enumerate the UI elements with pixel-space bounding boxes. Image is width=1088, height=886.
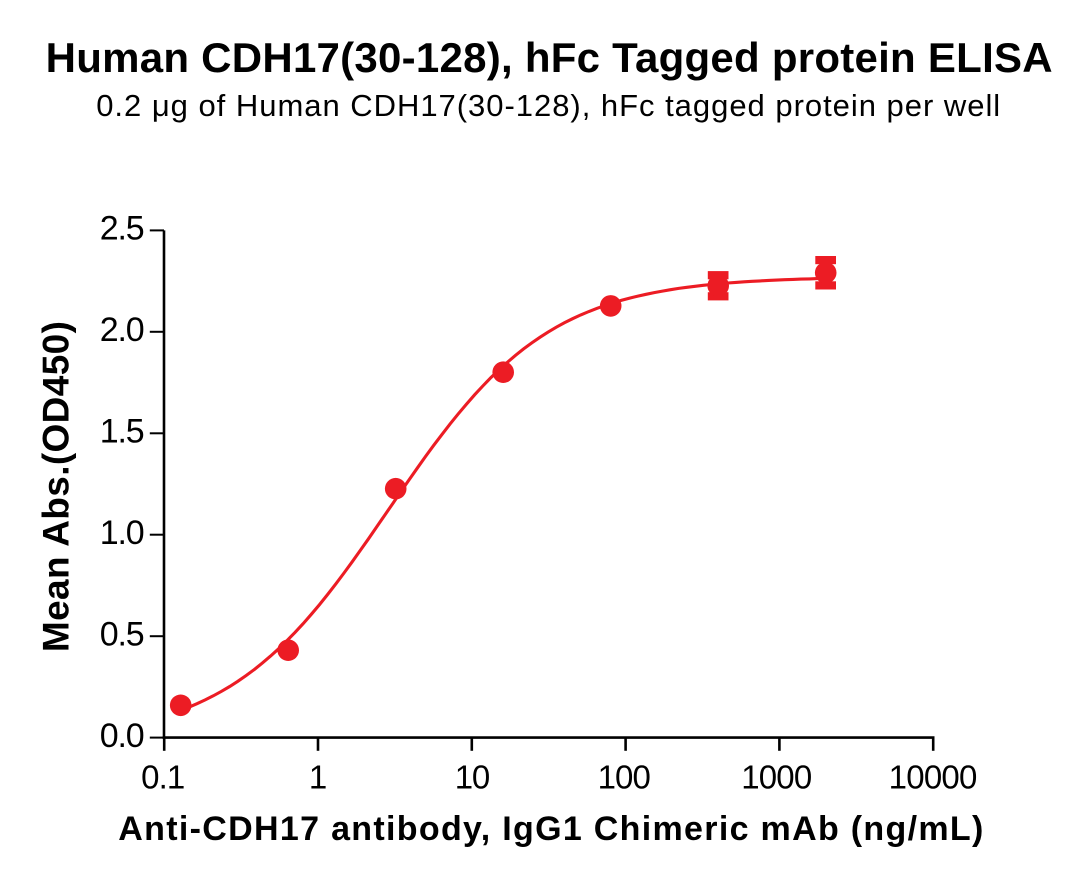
svg-text:0.0: 0.0 xyxy=(100,717,145,755)
svg-text:0.2 μg of Human CDH17(30-128),: 0.2 μg of Human CDH17(30-128), hFc tagge… xyxy=(96,88,1000,123)
svg-text:100: 100 xyxy=(598,758,651,795)
svg-text:1: 1 xyxy=(309,758,327,795)
svg-text:10: 10 xyxy=(455,758,491,795)
svg-text:Anti-CDH17 antibody, IgG1 Chim: Anti-CDH17 antibody, IgG1 Chimeric mAb (… xyxy=(118,810,983,848)
svg-text:0.1: 0.1 xyxy=(141,758,185,795)
svg-text:1.0: 1.0 xyxy=(100,514,145,552)
svg-text:Mean Abs.(OD450): Mean Abs.(OD450) xyxy=(36,321,77,652)
svg-text:2.0: 2.0 xyxy=(100,311,145,349)
svg-text:0.5: 0.5 xyxy=(100,616,145,654)
svg-text:1.5: 1.5 xyxy=(100,413,145,451)
svg-text:2.5: 2.5 xyxy=(100,210,145,248)
svg-text:Human CDH17(30-128), hFc Tagge: Human CDH17(30-128), hFc Tagged protein … xyxy=(46,34,1053,81)
svg-text:10000: 10000 xyxy=(889,758,978,795)
svg-text:1000: 1000 xyxy=(741,758,812,795)
